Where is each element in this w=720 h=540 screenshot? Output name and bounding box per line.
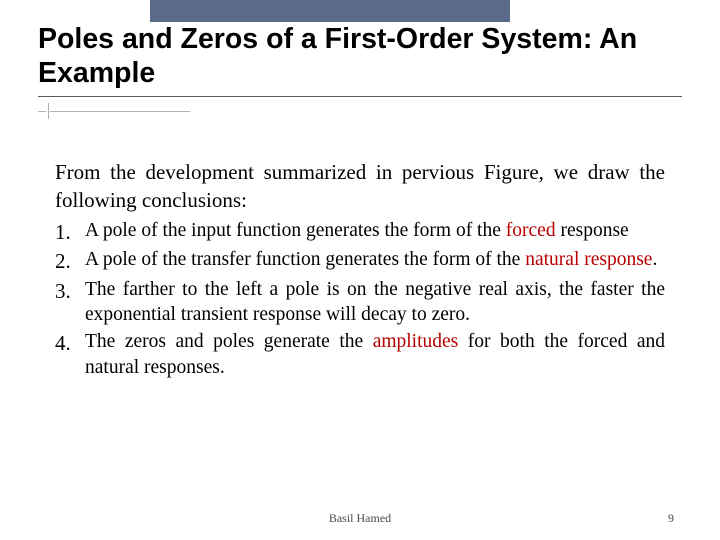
list-highlight: natural response xyxy=(525,249,652,270)
list-number: 3. xyxy=(55,277,85,305)
decorative-tick-row xyxy=(38,111,190,112)
decorative-tick-left xyxy=(38,111,46,112)
list-item: 1. A pole of the input function generate… xyxy=(55,218,665,246)
list-item: 3. The farther to the left a pole is on … xyxy=(55,277,665,328)
list-pre: A pole of the input function generates t… xyxy=(85,220,506,241)
list-number: 2. xyxy=(55,247,85,275)
intro-text: From the development summarized in pervi… xyxy=(55,158,665,215)
list-text: The zeros and poles generate the amplitu… xyxy=(85,329,665,380)
conclusion-list: 1. A pole of the input function generate… xyxy=(55,218,665,382)
slide: Poles and Zeros of a First-Order System:… xyxy=(0,0,720,540)
list-highlight: amplitudes xyxy=(373,331,459,352)
list-pre: The zeros and poles generate the xyxy=(85,331,373,352)
list-highlight: forced xyxy=(506,220,556,241)
list-text: The farther to the left a pole is on the… xyxy=(85,277,665,328)
list-text: A pole of the input function generates t… xyxy=(85,218,665,244)
list-post: response xyxy=(556,220,629,241)
decorative-tick-right xyxy=(50,111,190,112)
top-accent-bar xyxy=(150,0,510,22)
list-pre: The farther to the left a pole is on the… xyxy=(85,279,665,326)
list-post: . xyxy=(652,249,657,270)
list-number: 1. xyxy=(55,218,85,246)
list-item: 4. The zeros and poles generate the ampl… xyxy=(55,329,665,380)
title-underline xyxy=(38,96,682,97)
list-pre: A pole of the transfer function generate… xyxy=(85,249,525,270)
footer-author: Basil Hamed xyxy=(0,511,720,526)
list-text: A pole of the transfer function generate… xyxy=(85,247,665,273)
list-item: 2. A pole of the transfer function gener… xyxy=(55,247,665,275)
footer-page-number: 9 xyxy=(668,511,674,526)
slide-title: Poles and Zeros of a First-Order System:… xyxy=(38,22,682,90)
list-number: 4. xyxy=(55,329,85,357)
